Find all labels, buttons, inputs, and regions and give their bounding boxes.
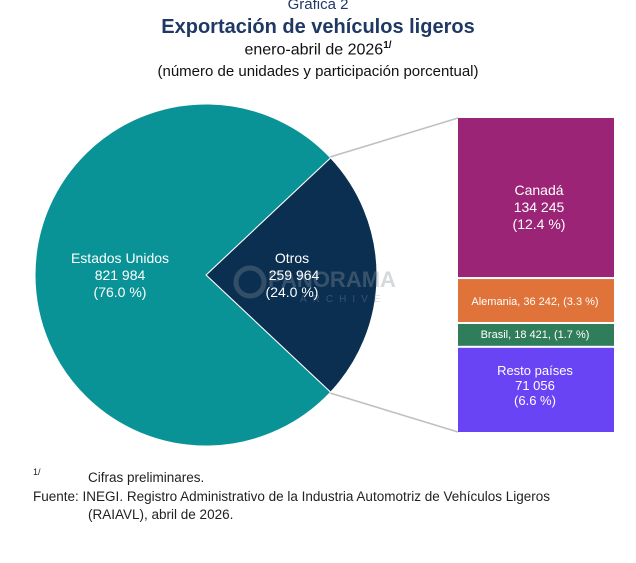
segment-name-resto: Resto países (497, 363, 573, 378)
segment-value-resto: 71 056 (515, 378, 555, 393)
watermark: PANORAMA ARCHIVE (233, 265, 396, 305)
source-text: . Registro Administrativo de la Industri… (119, 489, 551, 504)
footnote-text: Cifras preliminares. (88, 470, 205, 485)
slice-label-otros: Otros 259 964 (24.0 %) (266, 250, 320, 300)
slice-name-usa: Estados Unidos (71, 250, 169, 266)
slice-name-otros: Otros (275, 250, 309, 266)
source-tail: ), abril de 2026. (139, 507, 234, 522)
chart-title: Exportación de vehículos ligeros (161, 16, 475, 38)
segment-name-canada: Canadá (514, 182, 563, 198)
chart-period: enero-abril de 20261/ (0, 40, 636, 59)
source-label: Fuente: (33, 489, 79, 504)
segment-pct-resto: (6.6 %) (514, 393, 556, 408)
period-text: enero-abril de 2026 (244, 41, 384, 59)
source-abbr: RAIAVL (92, 507, 140, 522)
period-note-marker: 1/ (383, 40, 392, 51)
slice-value-usa: 821 984 (95, 267, 146, 283)
breakdown-bar (458, 118, 614, 432)
segment-value-canada: 134 245 (514, 199, 565, 215)
watermark-logo (233, 265, 267, 299)
segment-label-brasil: Brasil, 18 421, (1.7 %) (481, 329, 590, 341)
slice-value-otros: 259 964 (269, 267, 320, 283)
segment-pct-canada: (12.4 %) (513, 216, 566, 232)
segment-label-alemania: Alemania, 36 242, (3.3 %) (471, 296, 598, 308)
bar-segment-resto-países (458, 347, 614, 432)
chart-kicker: Gráfica 2 (287, 0, 349, 13)
source-note: Fuente: INEGI. Registro Administrativo d… (33, 489, 551, 522)
bar-segment-canadá (458, 118, 614, 278)
bar-segment-brasil (458, 323, 614, 346)
footnote-marker: 1/ (33, 467, 41, 477)
connector-top (329, 117, 459, 158)
connector-bottom (329, 392, 459, 433)
pie-slice-estados-unidos (34, 103, 332, 447)
segment-label-resto: Resto países 71 056 (6.6 %) (497, 363, 573, 408)
chart-subtitle: (número de unidades y participación porc… (157, 63, 479, 80)
slice-pct-otros: (24.0 %) (266, 284, 319, 300)
bar-segment-alemania (458, 279, 614, 322)
segment-label-canada: Canadá 134 245 (12.4 %) (513, 182, 566, 232)
source-org: INEGI (82, 489, 120, 504)
slice-pct-usa: (76.0 %) (94, 284, 147, 300)
pie-slice-otros (205, 157, 378, 393)
slice-label-usa: Estados Unidos 821 984 (76.0 %) (71, 250, 169, 300)
watermark-subtext: ARCHIVE (300, 294, 386, 305)
watermark-text: PANORAMA (268, 267, 396, 292)
pie-slices (34, 103, 378, 447)
